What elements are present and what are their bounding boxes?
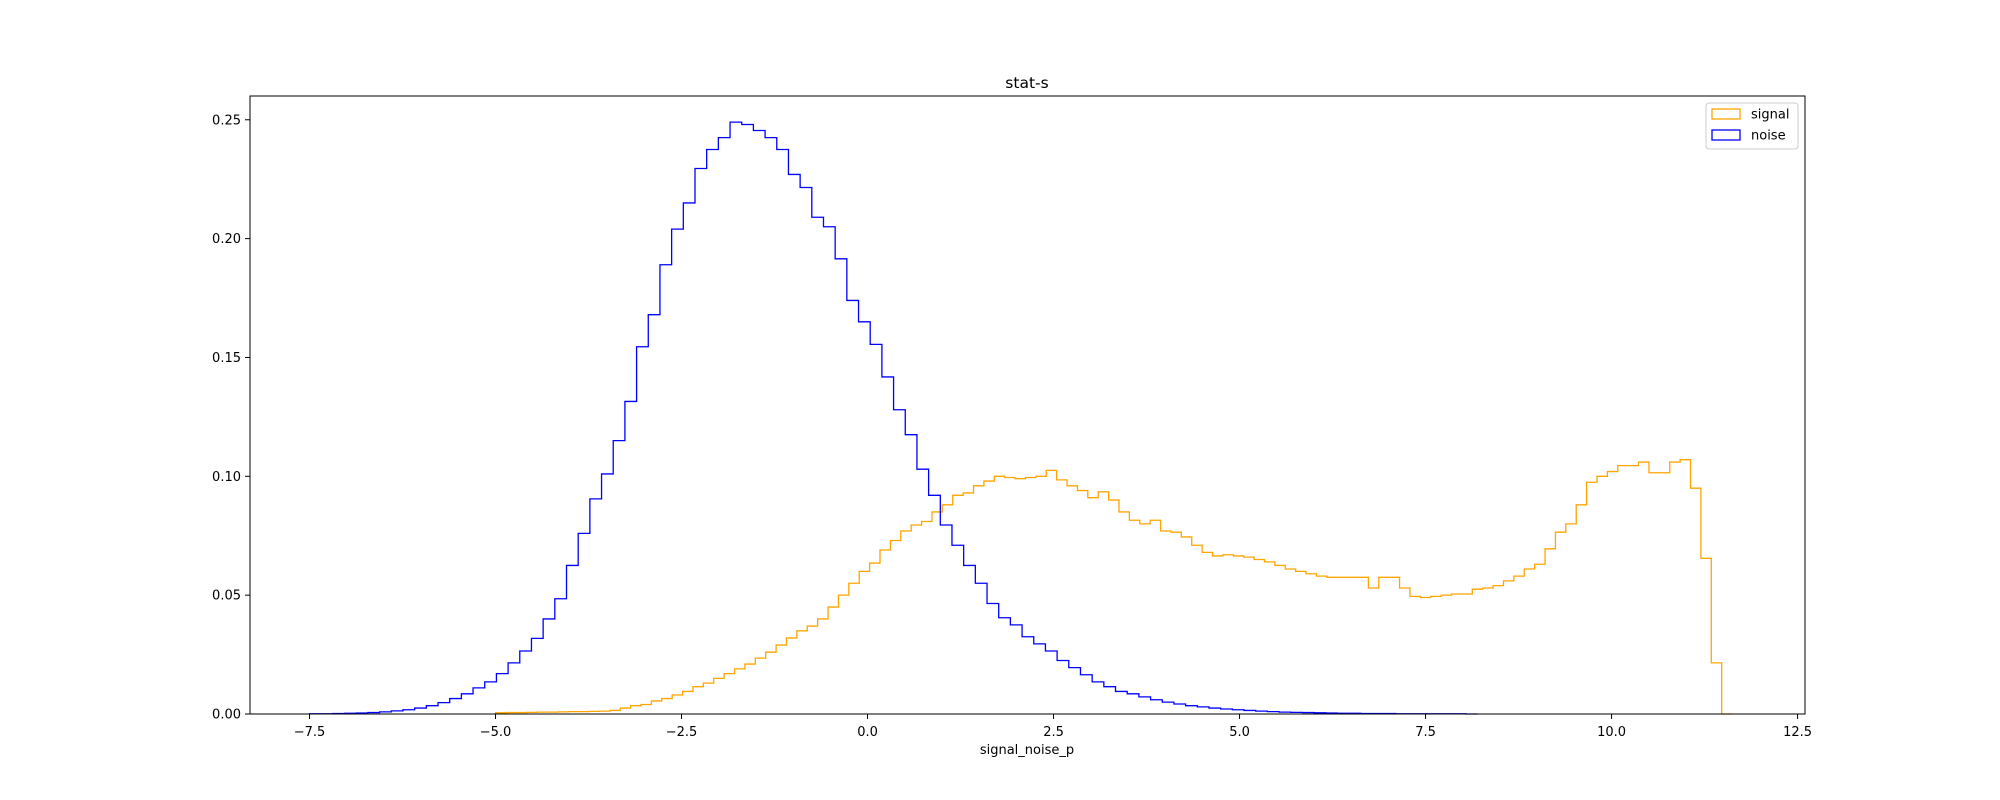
chart-title: stat-s [1005,74,1048,92]
x-tick-label: −5.0 [480,725,512,740]
x-tick-label: 12.5 [1783,725,1812,740]
legend-label-signal: signal [1751,108,1789,123]
legend-swatch-signal [1711,108,1741,120]
series-signal-histogram [494,459,1733,715]
x-axis: −7.5 −5.0 −2.5 0.0 2.5 5.0 7.5 10.0 12.5 [294,714,1812,740]
x-tick-label: −7.5 [294,725,326,740]
y-axis: 0.00 0.05 0.10 0.15 0.20 0.25 [212,113,250,723]
y-tick-label: 0.00 [212,708,241,723]
legend-frame [1705,102,1799,150]
legend-label-noise: noise [1751,129,1786,144]
axes-frame [249,95,1806,715]
x-tick-label: −2.5 [666,725,698,740]
series-noise-histogram [308,121,1478,715]
x-tick-label: 2.5 [1043,725,1064,740]
x-tick-label: 0.0 [857,725,878,740]
legend-swatch-noise [1711,129,1741,141]
y-tick-label: 0.10 [212,470,241,485]
x-axis-label: signal_noise_p [980,743,1074,758]
plot-area [308,121,1733,715]
legend: signal noise [1705,102,1799,150]
y-tick-label: 0.05 [212,589,241,604]
y-tick-label: 0.15 [212,351,241,366]
x-tick-label: 10.0 [1597,725,1626,740]
x-tick-label: 5.0 [1229,725,1250,740]
y-tick-label: 0.25 [212,113,241,128]
axes [249,95,1806,715]
y-tick-label: 0.20 [212,232,241,247]
x-tick-label: 7.5 [1415,725,1436,740]
